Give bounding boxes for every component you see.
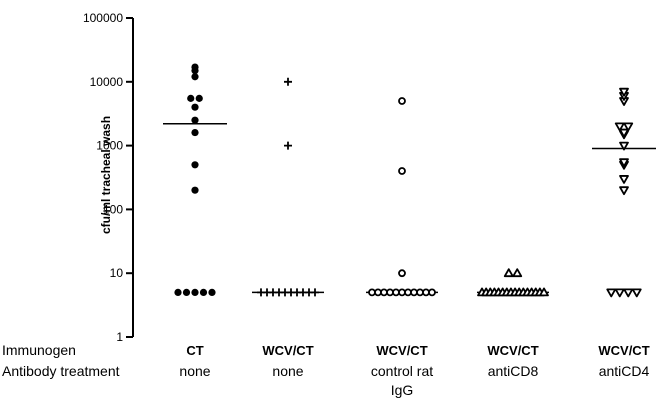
data-point-filled-circle: [182, 288, 191, 297]
data-point-plus: [311, 288, 319, 297]
immunogen-label: WCV/CT: [487, 343, 538, 358]
immunogen-label: WCV/CT: [262, 343, 313, 358]
data-point-filled-circle: [195, 94, 203, 102]
data-point-filled-circle: [191, 186, 199, 194]
y-axis-title: cfu/ml tracheal wash: [99, 116, 113, 234]
data-point-filled-circle: [191, 161, 199, 169]
data-point-filled-circle: [199, 288, 208, 297]
data-point-open-triangle-down: [619, 87, 629, 97]
data-point-open-triangle-down: [619, 158, 629, 168]
y-tick-label: 100: [103, 202, 123, 216]
immunogen-label: WCV/CT: [376, 343, 427, 358]
data-points: [174, 63, 642, 298]
y-tick-label: 1000: [96, 139, 123, 153]
data-point-filled-circle: [191, 288, 199, 297]
data-point-filled-circle: [191, 103, 199, 111]
data-point-filled-circle: [191, 63, 199, 71]
data-point-open-triangle-down: [623, 288, 634, 298]
data-point-open-triangle-down: [631, 288, 642, 298]
data-point-open-triangle-down: [614, 288, 625, 298]
data-point-filled-circle: [191, 128, 199, 137]
data-point-open-triangle-up: [512, 268, 523, 278]
data-point-open-circle: [398, 167, 406, 175]
immunogen-label: WCV/CT: [598, 343, 649, 358]
data-point-open-triangle-down: [619, 128, 629, 138]
data-point-filled-circle: [191, 73, 199, 81]
data-point-open-circle: [398, 269, 406, 278]
data-point-open-triangle-up: [503, 268, 514, 278]
antibody-label: control rat: [371, 363, 433, 379]
antibody-label: IgG: [391, 382, 414, 398]
antibody-label: antiCD4: [599, 363, 650, 379]
data-point-open-triangle-down: [606, 288, 617, 298]
y-tick-label: 10: [110, 266, 124, 280]
data-point-open-triangle-down: [619, 186, 629, 196]
data-point-plus: [284, 141, 292, 150]
data-point-open-triangle-down: [619, 175, 629, 184]
data-point-open-circle: [398, 97, 406, 105]
y-tick-label: 10000: [90, 75, 124, 89]
antibody-row-title: Antibody treatment: [2, 363, 120, 379]
group-labels: CT none WCV/CT none WCV/CT control rat IgG WCV/…: [179, 343, 649, 398]
data-point-open-triangle-down: [623, 122, 634, 132]
data-point-filled-circle: [187, 94, 195, 102]
data-point-open-circle: [428, 288, 436, 297]
data-point-filled-circle: [174, 288, 182, 297]
data-point-filled-circle: [208, 288, 216, 297]
antibody-label: antiCD8: [488, 363, 539, 379]
antibody-label: none: [179, 363, 210, 379]
y-tick-label: 1: [116, 330, 123, 344]
immunogen-row-title: Immunogen: [2, 342, 76, 358]
y-axis: 1 10 100 1000 10000 100000: [83, 11, 134, 344]
immunogen-label: CT: [186, 343, 203, 358]
data-point-open-triangle-up: [539, 287, 549, 297]
data-point-open-triangle-down: [619, 141, 629, 151]
data-point-filled-circle: [191, 116, 199, 124]
data-point-open-triangle-down: [614, 122, 625, 132]
y-tick-label: 100000: [83, 11, 123, 25]
antibody-label: none: [272, 363, 303, 379]
data-point-plus: [284, 77, 292, 86]
median-lines: [163, 123, 656, 294]
